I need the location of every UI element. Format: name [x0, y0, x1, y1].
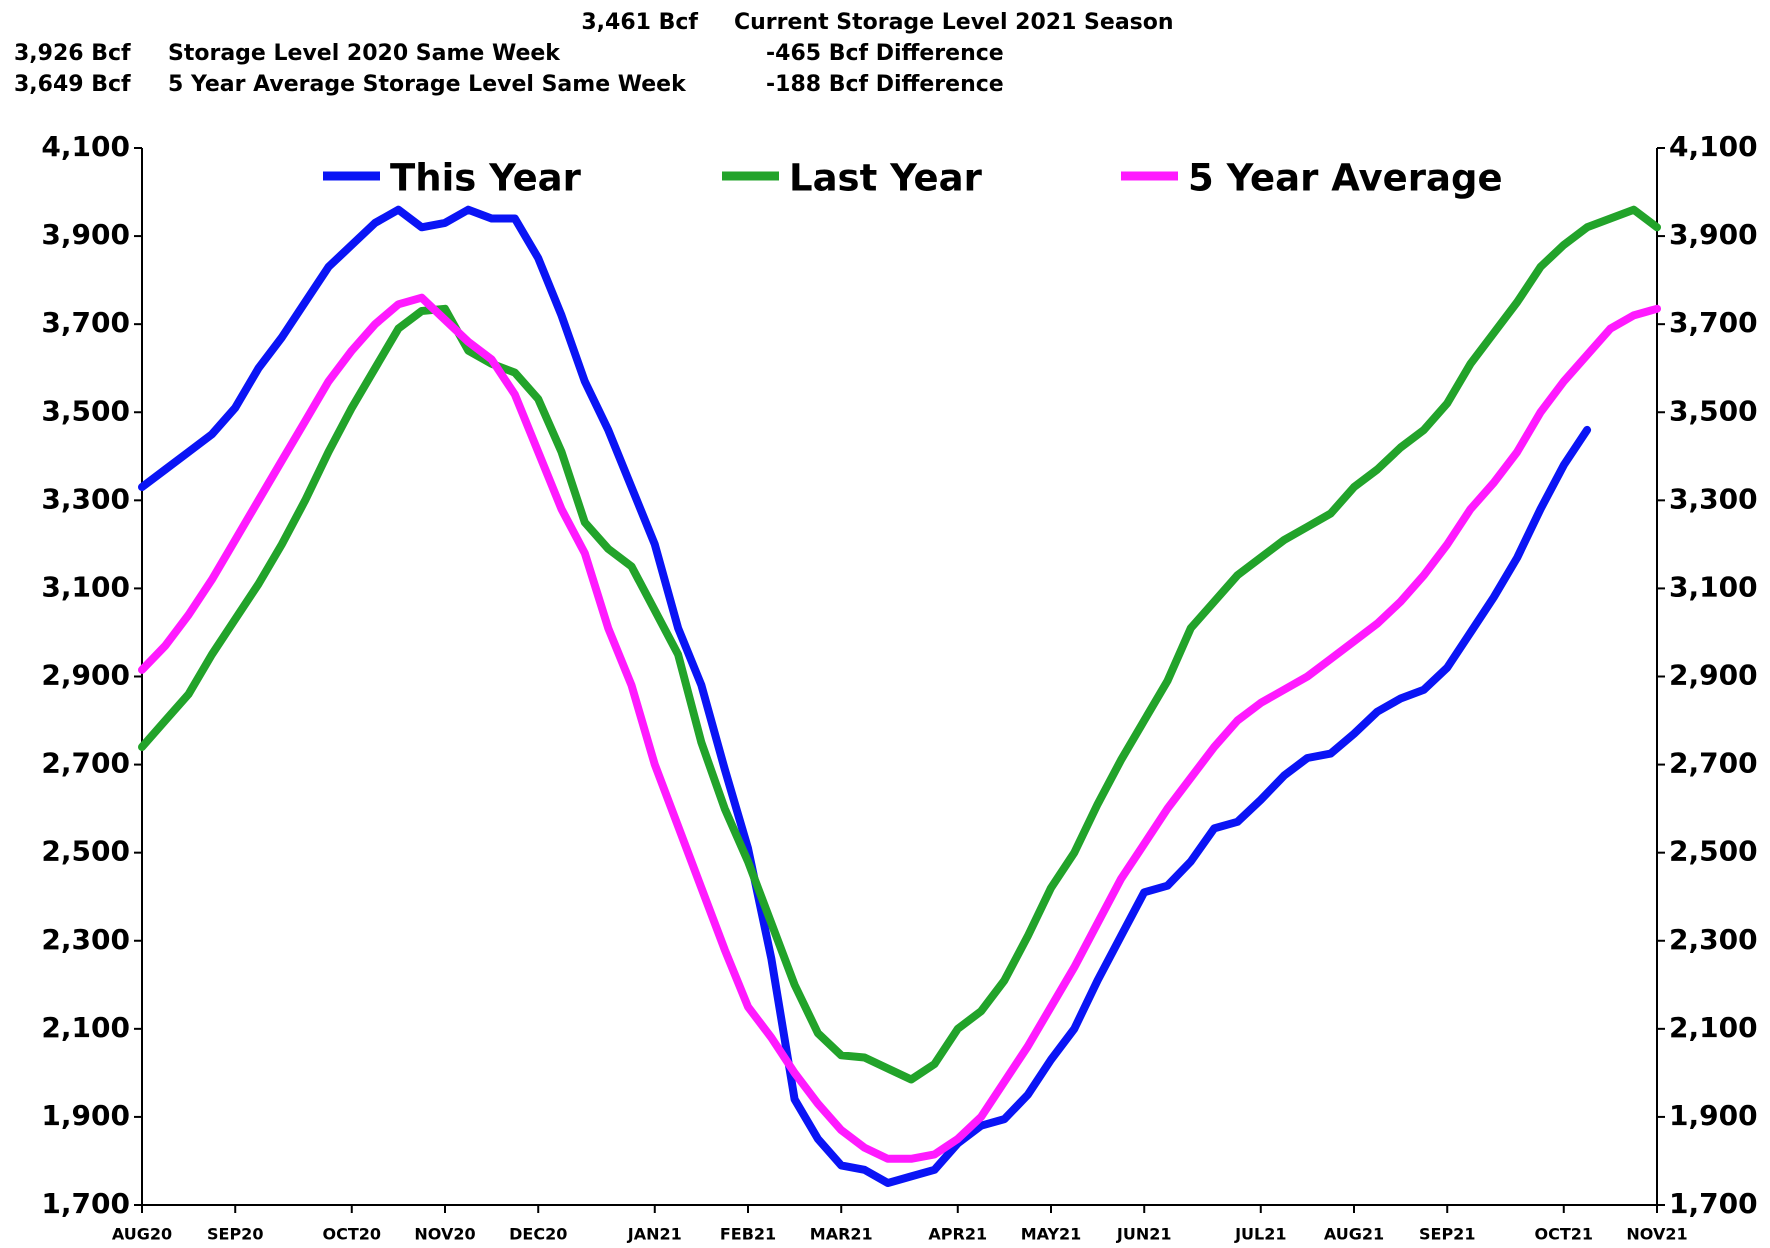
y-tick-label: 2,900 — [41, 659, 130, 692]
y-tick-label: 2,100 — [41, 1011, 130, 1044]
y2-tick-label: 2,100 — [1669, 1011, 1758, 1044]
y-tick-label: 2,700 — [41, 747, 130, 780]
y2-tick-label: 2,700 — [1669, 747, 1758, 780]
legend-label: This Year — [390, 157, 582, 200]
y-tick-label: 4,100 — [41, 130, 130, 163]
legend-label: Last Year — [789, 157, 983, 200]
annotation: -465 Bcf Difference — [766, 41, 1004, 66]
y2-tick-label: 3,100 — [1669, 570, 1758, 603]
y2-tick-label: 3,700 — [1669, 306, 1758, 339]
y-tick-label: 3,300 — [41, 482, 130, 515]
x-tick-label: OCT21 — [1535, 1225, 1594, 1244]
y2-tick-label: 4,100 — [1669, 130, 1758, 163]
annotation: 3,926 Bcf — [14, 41, 131, 66]
x-tick-label: MAR21 — [810, 1225, 873, 1244]
x-tick-label: FEB21 — [720, 1225, 776, 1244]
annotation: 5 Year Average Storage Level Same Week — [168, 72, 687, 97]
x-tick-label: SEP20 — [207, 1225, 263, 1244]
y2-tick-label: 1,900 — [1669, 1099, 1758, 1132]
y2-tick-label: 2,900 — [1669, 659, 1758, 692]
x-tick-label: OCT20 — [323, 1225, 382, 1244]
x-tick-label: JUN21 — [1116, 1225, 1172, 1244]
y2-tick-label: 3,900 — [1669, 218, 1758, 251]
y2-tick-label: 1,700 — [1669, 1187, 1758, 1220]
y2-tick-label: 3,300 — [1669, 482, 1758, 515]
series-line — [138, 205, 1661, 1084]
legend-label: 5 Year Average — [1188, 157, 1503, 200]
y-tick-label: 3,900 — [41, 218, 130, 251]
y-tick-label: 2,500 — [41, 835, 130, 868]
x-tick-label: MAY21 — [1021, 1225, 1082, 1244]
series-line — [138, 205, 1592, 1187]
series-line — [138, 293, 1661, 1163]
x-tick-label: JUL21 — [1234, 1225, 1286, 1244]
x-tick-label: AUG20 — [112, 1225, 172, 1244]
y2-tick-label: 3,500 — [1669, 394, 1758, 427]
x-tick-label: NOV21 — [1626, 1225, 1687, 1244]
y-tick-label: 1,900 — [41, 1099, 130, 1132]
x-tick-label: AUG21 — [1324, 1225, 1384, 1244]
annotation: Current Storage Level 2021 Season — [734, 10, 1174, 35]
annotation: 3,461 Bcf — [581, 10, 698, 35]
x-tick-label: SEP21 — [1419, 1225, 1475, 1244]
annotation: 3,649 Bcf — [14, 72, 131, 97]
y-tick-label: 3,100 — [41, 570, 130, 603]
y2-tick-label: 2,500 — [1669, 835, 1758, 868]
y-tick-label: 3,700 — [41, 306, 130, 339]
x-tick-label: APR21 — [928, 1225, 987, 1244]
y-tick-label: 2,300 — [41, 923, 130, 956]
y-tick-label: 3,500 — [41, 394, 130, 427]
y2-tick-label: 2,300 — [1669, 923, 1758, 956]
y-tick-label: 1,700 — [41, 1187, 130, 1220]
x-tick-label: NOV20 — [414, 1225, 475, 1244]
annotation: Storage Level 2020 Same Week — [168, 41, 561, 66]
x-tick-label: JAN21 — [627, 1225, 682, 1244]
x-tick-label: DEC20 — [509, 1225, 567, 1244]
annotation: -188 Bcf Difference — [766, 72, 1004, 97]
